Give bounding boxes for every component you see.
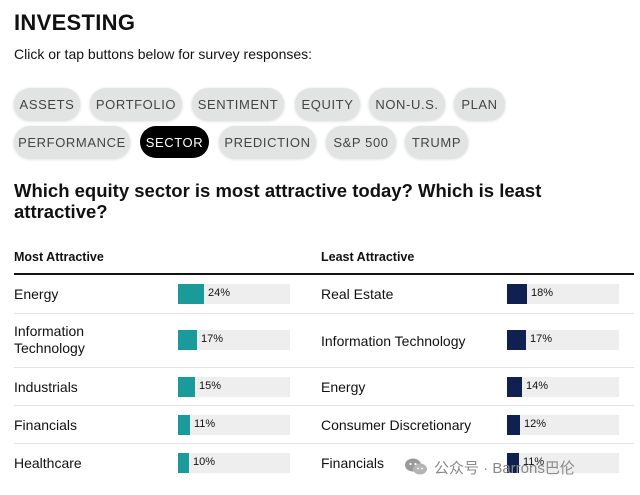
most-pct-label: 24%	[208, 287, 231, 299]
least-sector-label: Real Estate	[321, 286, 394, 302]
tab-prediction[interactable]: PREDICTION	[219, 126, 316, 158]
most-bar-fill	[178, 415, 190, 435]
survey-question: Which equity sector is most attractive t…	[14, 180, 542, 222]
least-bar-track: 12%	[507, 415, 619, 435]
most-bar-fill	[178, 377, 195, 397]
least-sector-label: Energy	[321, 379, 366, 395]
least-pct-label: 18%	[531, 287, 554, 299]
least-bar-track: 17%	[507, 330, 619, 350]
tab-sentiment[interactable]: SENTIMENT	[192, 88, 284, 120]
row-divider	[14, 313, 634, 314]
most-sector-label: Information Technology	[14, 323, 85, 356]
most-bar-fill	[178, 284, 204, 304]
row-divider	[14, 367, 634, 368]
most-bar-track: 15%	[178, 377, 290, 397]
most-bar-track: 17%	[178, 330, 290, 350]
least-bar-track: 11%	[507, 453, 619, 473]
row-divider	[14, 443, 634, 444]
tab-portfolio[interactable]: PORTFOLIO	[90, 88, 182, 120]
tab-sp500[interactable]: S&P 500	[326, 126, 396, 158]
least-pct-label: 14%	[526, 380, 549, 392]
most-sector-label: Financials	[14, 417, 78, 433]
tab-trump[interactable]: TRUMP	[405, 126, 468, 158]
tab-equity[interactable]: EQUITY	[295, 88, 360, 120]
tab-performance[interactable]: PERFORMANCE	[14, 126, 130, 158]
most-sector-label: Energy	[14, 286, 59, 302]
tab-sector[interactable]: SECTOR	[140, 126, 209, 158]
least-bar-fill	[507, 415, 520, 435]
header-rule	[14, 273, 634, 275]
least-bar-track: 18%	[507, 284, 619, 304]
most-pct-label: 15%	[199, 380, 222, 392]
most-pct-label: 10%	[193, 456, 216, 468]
least-pct-label: 17%	[530, 333, 553, 345]
tab-assets[interactable]: ASSETS	[14, 88, 80, 120]
least-sector-label: Information Technology	[321, 333, 466, 349]
most-pct-label: 11%	[194, 418, 216, 430]
least-bar-fill	[507, 330, 526, 350]
least-bar-fill	[507, 453, 519, 473]
tab-plan[interactable]: PLAN	[454, 88, 505, 120]
most-bar-fill	[178, 330, 197, 350]
page-title: INVESTING	[14, 10, 136, 35]
least-bar-fill	[507, 284, 527, 304]
most-pct-label: 17%	[201, 333, 224, 345]
least-pct-label: 12%	[524, 418, 547, 430]
most-sector-label: Industrials	[14, 379, 78, 395]
most-attractive-header: Most Attractive	[14, 250, 104, 264]
most-bar-track: 10%	[178, 453, 290, 473]
row-divider	[14, 405, 634, 406]
least-sector-label: Financials	[321, 455, 385, 471]
watermark: 公众号 · Barrons巴伦	[404, 455, 575, 479]
most-bar-track: 11%	[178, 415, 290, 435]
least-pct-label: 11%	[523, 456, 545, 468]
most-bar-track: 24%	[178, 284, 290, 304]
page-subtitle: Click or tap buttons below for survey re…	[14, 46, 313, 62]
watermark-text: 公众号 · Barrons巴伦	[434, 459, 575, 477]
most-bar-fill	[178, 453, 189, 473]
least-sector-label: Consumer Discretionary	[321, 417, 472, 433]
least-bar-fill	[507, 377, 522, 397]
least-bar-track: 14%	[507, 377, 619, 397]
most-sector-label: Healthcare	[14, 455, 82, 471]
wechat-icon	[405, 458, 427, 475]
least-attractive-header: Least Attractive	[321, 250, 415, 264]
tab-non-us[interactable]: NON-U.S.	[369, 88, 445, 120]
